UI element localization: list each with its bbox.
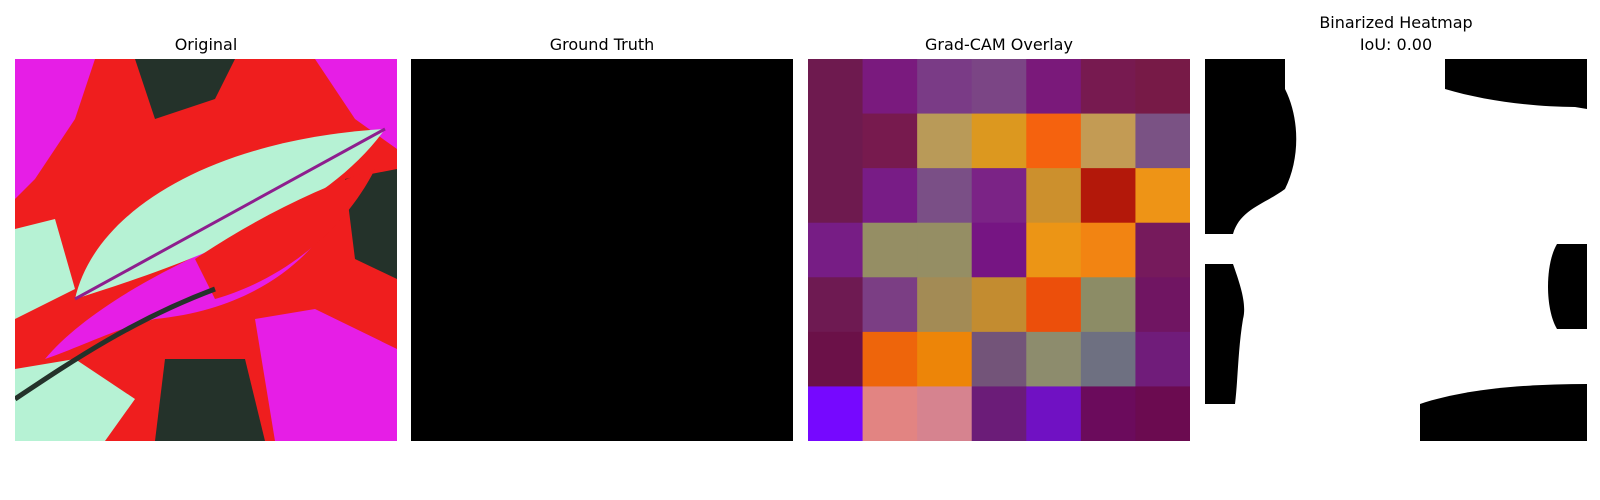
- binarized-title: Binarized Heatmap IoU: 0.00: [1205, 12, 1587, 56]
- gradcam-cell: [1026, 222, 1082, 278]
- gradcam-cell: [971, 168, 1027, 224]
- binarized-heatmap: [1205, 59, 1587, 441]
- original-image: [15, 59, 397, 441]
- binarized-title-text: Binarized Heatmap: [1319, 13, 1473, 32]
- gradcam-cell: [1026, 386, 1082, 441]
- mask-region-right: [1548, 244, 1587, 329]
- ground-truth-title: Ground Truth: [549, 35, 655, 54]
- gradcam-cell: [1080, 277, 1136, 333]
- gradcam-overlay: [808, 59, 1190, 441]
- gradcam-cell: [1026, 331, 1082, 387]
- mask-region-top-right: [1445, 59, 1587, 109]
- gradcam-cell: [862, 59, 918, 115]
- gradcam-cell: [917, 331, 973, 387]
- gradcam-cell: [808, 331, 864, 387]
- gradcam-cell: [1135, 222, 1190, 278]
- gradcam-cell: [1135, 331, 1190, 387]
- gradcam-cell: [917, 168, 973, 224]
- iou-label: IoU: 0.00: [1359, 35, 1433, 54]
- gradcam-cell: [1026, 113, 1082, 169]
- gradcam-cell: [862, 168, 918, 224]
- gradcam-cell: [1080, 386, 1136, 441]
- gradcam-cell: [1080, 331, 1136, 387]
- gradcam-cell: [971, 113, 1027, 169]
- gradcam-cell: [1135, 59, 1190, 115]
- gradcam-cell: [971, 277, 1027, 333]
- gradcam-cell: [917, 222, 973, 278]
- gradcam-cell: [862, 331, 918, 387]
- gradcam-title: Grad-CAM Overlay: [925, 35, 1073, 54]
- gradcam-cell: [1135, 113, 1190, 169]
- gradcam-cell: [1080, 168, 1136, 224]
- gradcam-cell: [1135, 386, 1190, 441]
- gradcam-cell: [1135, 168, 1190, 224]
- gradcam-cell: [1080, 59, 1136, 115]
- mask-region-bottom-right: [1420, 384, 1587, 441]
- gradcam-cell: [862, 113, 918, 169]
- gradcam-cell: [808, 386, 864, 441]
- gradcam-cell: [808, 113, 864, 169]
- gradcam-grid: [808, 59, 1190, 441]
- gradcam-cell: [862, 277, 918, 333]
- gradcam-cell: [1026, 277, 1082, 333]
- binarized-mask-shapes: [1205, 59, 1587, 441]
- gradcam-cell: [808, 59, 864, 115]
- gradcam-cell: [808, 222, 864, 278]
- gradcam-cell: [1080, 222, 1136, 278]
- gradcam-cell: [971, 59, 1027, 115]
- gradcam-cell: [1135, 277, 1190, 333]
- mask-region-top-left: [1205, 59, 1297, 234]
- leaf-photo-icon: [15, 59, 397, 441]
- gradcam-cell: [862, 222, 918, 278]
- gradcam-cell: [1026, 168, 1082, 224]
- gradcam-cell: [917, 277, 973, 333]
- ground-truth-mask: [411, 59, 793, 441]
- gradcam-cell: [1026, 59, 1082, 115]
- gradcam-cell: [917, 113, 973, 169]
- gradcam-cell: [971, 386, 1027, 441]
- mask-region-left: [1205, 264, 1245, 404]
- gradcam-cell: [971, 331, 1027, 387]
- original-title: Original: [174, 35, 238, 54]
- gradcam-cell: [917, 59, 973, 115]
- gradcam-cell: [917, 386, 973, 441]
- gradcam-cell: [971, 222, 1027, 278]
- gradcam-cell: [1080, 113, 1136, 169]
- gradcam-cell: [862, 386, 918, 441]
- gradcam-cell: [808, 277, 864, 333]
- gradcam-cell: [808, 168, 864, 224]
